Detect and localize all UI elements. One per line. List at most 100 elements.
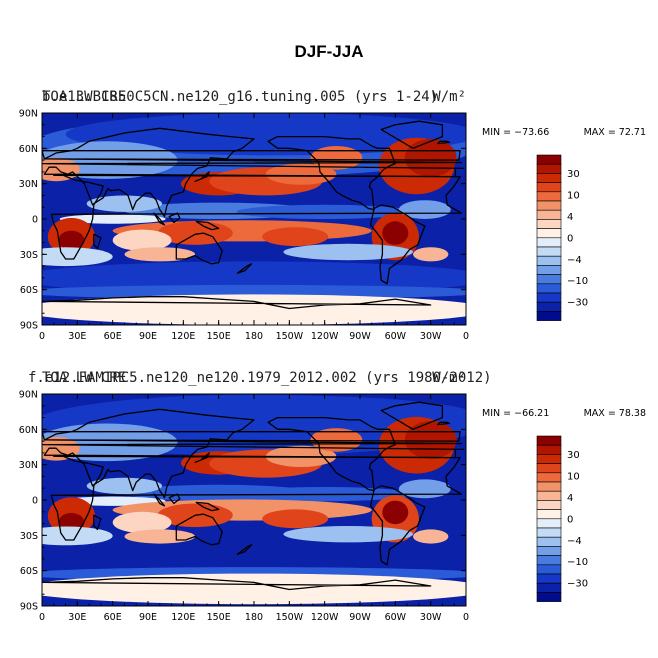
field-blob-22 (112, 229, 172, 251)
coastline-7 (153, 493, 220, 512)
panel-1: 0 30E 60E 90E 120E 150E 180 150W 120W 90W 60W 30W 09… (19, 89, 646, 343)
colorbar-swatch (536, 209, 562, 220)
y-tick-label: 0 (32, 496, 38, 507)
coastline-0 (50, 174, 462, 260)
x-tick-label: 180 (245, 612, 263, 623)
field-blob-19 (58, 230, 85, 250)
y-tick-label: 90S (20, 602, 38, 613)
y-tick-label: 60N (19, 425, 38, 436)
coastline-6 (42, 296, 432, 310)
x-tick-label: 60E (104, 331, 122, 342)
colorbar-label: −10 (567, 276, 588, 287)
colorbar-swatch (536, 182, 562, 193)
colorbar-label: 10 (567, 471, 580, 482)
figure-title: DJF-JJA (295, 42, 364, 61)
y-tick-label: 60S (20, 285, 38, 296)
panel-2-title-overlay: TOA LW CRE (42, 370, 126, 386)
field-blob-16 (262, 227, 329, 247)
colorbar-swatch (536, 191, 562, 202)
x-tick-label: 30E (68, 331, 86, 342)
x-tick-label: 90W (349, 612, 371, 623)
field-blob-27 (42, 573, 466, 605)
y-tick-label: 60S (20, 566, 38, 577)
panel-1-title-left: b.e13.B1850C5CN.ne120_g16.tuning.005 (yr… (42, 89, 438, 105)
panel-2: 0 30E 60E 90E 120E 150E 180 150W 120W 90W 60W 30W 09… (19, 370, 646, 624)
panel-2-colorbar: 30 10 4 0 −4 −10 −30 (536, 435, 588, 602)
y-tick-label: 90N (19, 390, 38, 401)
panel-2-axes: 0 30E 60E 90E 120E 150E 180 150W 120W 90W 60W 30W 09… (19, 390, 469, 624)
colorbar-swatch (536, 311, 562, 321)
coastline-4 (369, 485, 426, 566)
field-blob-7 (404, 139, 457, 177)
x-tick-label: 150W (276, 331, 304, 342)
x-tick-label: 30E (68, 612, 86, 623)
y-tick-label: 90N (19, 109, 38, 120)
field-blob-9 (42, 157, 80, 182)
x-tick-label: 60W (385, 612, 407, 623)
x-tick-label: 120W (311, 612, 339, 623)
panel-1-axes: 0 30E 60E 90E 120E 150E 180 150W 120W 90W 60W 30W 09… (19, 109, 469, 343)
x-tick-label: 120E (171, 331, 195, 342)
x-tick-label: 30W (420, 331, 442, 342)
colorbar-label: 30 (567, 169, 580, 180)
panel-1-field (42, 113, 466, 325)
colorbar-label: 4 (567, 493, 573, 504)
y-tick-label: 30S (20, 531, 38, 542)
colorbar-swatch (536, 435, 562, 446)
field-blob-7 (404, 421, 457, 459)
field-blob-13 (86, 195, 163, 212)
panel-1-min-label: MIN = −73.66 (482, 127, 549, 138)
x-tick-label: 30W (420, 612, 442, 623)
y-tick-label: 60N (19, 144, 38, 155)
colorbar-swatch (536, 490, 562, 501)
y-tick-label: 30N (19, 179, 38, 190)
colorbar-swatch (536, 265, 562, 275)
coastline-2 (175, 513, 223, 546)
colorbar-swatch (536, 283, 562, 294)
colorbar-label: 0 (567, 233, 573, 244)
field-blob-23 (283, 526, 414, 543)
field-blob-29 (413, 247, 449, 262)
coastline-2 (175, 232, 223, 265)
colorbar-label: −30 (567, 298, 588, 309)
panel-2-field (42, 394, 466, 606)
colorbar-label: −10 (567, 557, 588, 568)
y-tick-label: 30S (20, 250, 38, 261)
field-blob-1 (65, 395, 466, 438)
field-blob-8 (310, 428, 363, 452)
panel-2-coastlines (42, 401, 465, 591)
coastline-8 (42, 140, 461, 274)
colorbar-swatch (536, 246, 562, 257)
coastline-4 (369, 204, 426, 285)
coastline-6 (42, 577, 432, 591)
coastline-7 (153, 212, 220, 231)
x-tick-label: 60W (385, 331, 407, 342)
colorbar-swatch (536, 500, 562, 510)
colorbar-swatch (536, 219, 562, 229)
colorbar-label: −4 (567, 536, 582, 547)
field-blob-5 (265, 163, 337, 185)
panel-1-max-label: MAX = 72.71 (584, 127, 646, 138)
panel-1-colorbar: 30 10 4 0 −4 −10 −30 (536, 154, 588, 321)
x-tick-label: 150W (276, 612, 304, 623)
panel-2-min-label: MIN = −66.21 (482, 408, 549, 419)
colorbar-swatch (536, 255, 562, 266)
colorbar-swatch (536, 154, 562, 165)
colorbar-swatch (536, 546, 562, 556)
panel-1-coastlines (42, 120, 465, 310)
y-tick-label: 30N (19, 460, 38, 471)
field-blob-13 (86, 477, 163, 495)
field-blob-12 (398, 479, 451, 499)
field-blob-1 (65, 113, 466, 156)
x-tick-label: 120W (311, 331, 339, 342)
x-tick-label: 150E (207, 612, 231, 623)
coastline-3 (267, 135, 396, 211)
field-blob-8 (310, 146, 363, 170)
coastline-5 (380, 401, 444, 430)
field-blob-26 (42, 284, 466, 300)
colorbar-swatch (536, 454, 562, 464)
x-tick-label: 0 (463, 331, 469, 342)
y-tick-label: 90S (20, 321, 38, 332)
colorbar-swatch (536, 536, 562, 547)
y-tick-label: 0 (32, 215, 38, 226)
